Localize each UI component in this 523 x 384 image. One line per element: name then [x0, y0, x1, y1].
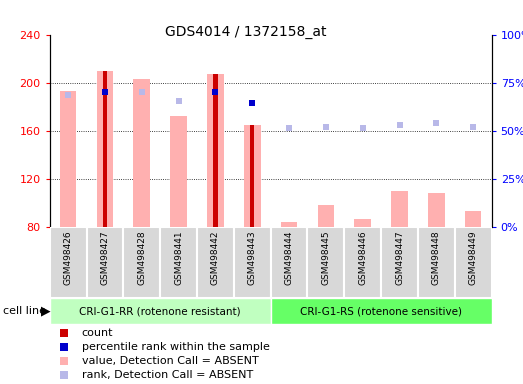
Text: GSM498427: GSM498427	[100, 230, 109, 285]
Text: count: count	[82, 328, 113, 338]
Text: ▶: ▶	[41, 305, 51, 318]
Bar	[308, 227, 344, 298]
Text: GSM498446: GSM498446	[358, 230, 367, 285]
Bar	[344, 227, 381, 298]
Text: GSM498447: GSM498447	[395, 230, 404, 285]
Text: GSM498426: GSM498426	[64, 230, 73, 285]
Bar	[197, 227, 234, 298]
Bar	[50, 298, 271, 324]
Bar	[50, 227, 86, 298]
Bar	[234, 227, 271, 298]
Bar	[133, 79, 150, 227]
Text: GSM498443: GSM498443	[248, 230, 257, 285]
Bar	[86, 227, 123, 298]
Bar	[418, 227, 455, 298]
Text: GSM498442: GSM498442	[211, 230, 220, 285]
Bar	[160, 227, 197, 298]
Text: CRI-G1-RS (rotenone sensitive): CRI-G1-RS (rotenone sensitive)	[300, 306, 462, 316]
Text: CRI-G1-RR (rotenone resistant): CRI-G1-RR (rotenone resistant)	[79, 306, 241, 316]
Bar	[391, 190, 408, 227]
Text: value, Detection Call = ABSENT: value, Detection Call = ABSENT	[82, 356, 258, 366]
Bar	[97, 71, 113, 227]
Text: percentile rank within the sample: percentile rank within the sample	[82, 342, 269, 352]
Bar	[123, 227, 160, 298]
Bar	[428, 193, 445, 227]
Text: GSM498444: GSM498444	[285, 230, 293, 285]
Bar	[103, 71, 107, 227]
Text: GSM498448: GSM498448	[432, 230, 441, 285]
Bar	[271, 298, 492, 324]
Bar	[465, 211, 482, 227]
Bar	[271, 227, 308, 298]
Bar	[207, 74, 224, 227]
Bar	[244, 124, 260, 227]
Text: GSM498445: GSM498445	[322, 230, 331, 285]
Bar	[381, 227, 418, 298]
Bar	[60, 91, 76, 227]
Bar	[281, 222, 298, 227]
Text: GSM498428: GSM498428	[137, 230, 146, 285]
Text: GSM498441: GSM498441	[174, 230, 183, 285]
Bar	[213, 74, 218, 227]
Text: GDS4014 / 1372158_at: GDS4014 / 1372158_at	[165, 25, 326, 39]
Bar	[250, 124, 255, 227]
Bar	[317, 205, 334, 227]
Bar	[355, 219, 371, 227]
Text: GSM498449: GSM498449	[469, 230, 477, 285]
Text: cell line: cell line	[3, 306, 46, 316]
Bar	[170, 116, 187, 227]
Text: rank, Detection Call = ABSENT: rank, Detection Call = ABSENT	[82, 370, 253, 380]
Bar	[455, 227, 492, 298]
